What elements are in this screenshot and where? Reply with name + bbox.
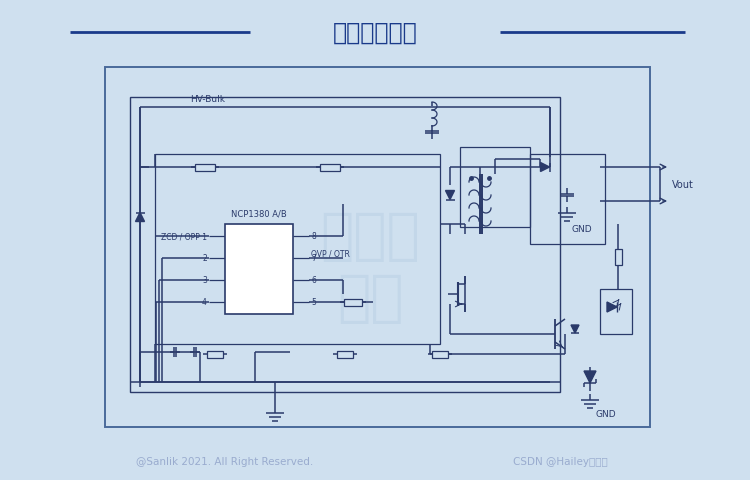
Text: CSDN @Hailey深力科: CSDN @Hailey深力科 [513, 456, 608, 466]
Text: 8: 8 [311, 232, 316, 241]
Text: ZCD / OPP 1: ZCD / OPP 1 [161, 232, 207, 241]
Text: 6: 6 [311, 276, 316, 285]
Bar [337, 351, 353, 358]
Text: 典型应用电路: 典型应用电路 [333, 21, 417, 45]
Text: OVP / OTR: OVP / OTR [311, 250, 350, 258]
Text: Vout: Vout [672, 180, 694, 190]
Bar [130, 98, 560, 392]
Bar [155, 155, 440, 344]
Text: 2: 2 [202, 254, 207, 263]
Bar [207, 351, 223, 358]
Polygon shape [571, 325, 579, 333]
Text: HV-Bulk: HV-Bulk [190, 95, 225, 104]
Polygon shape [541, 163, 550, 172]
Bar [105, 68, 650, 427]
Polygon shape [446, 191, 454, 200]
Polygon shape [584, 371, 596, 383]
Bar [460, 148, 530, 228]
Text: 4: 4 [202, 298, 207, 307]
Bar [614, 250, 622, 265]
Text: NCP1380 A/B: NCP1380 A/B [231, 210, 286, 218]
Text: 5: 5 [311, 298, 316, 307]
Text: GND: GND [596, 409, 616, 418]
Bar [320, 164, 340, 171]
Polygon shape [136, 213, 145, 222]
Bar [432, 351, 448, 358]
Text: @Sanlik 2021. All Right Reserved.: @Sanlik 2021. All Right Reserved. [136, 456, 314, 466]
Text: 3: 3 [202, 276, 207, 285]
Bar [600, 289, 632, 334]
Polygon shape [607, 302, 617, 312]
Bar [530, 155, 605, 244]
Text: GND: GND [572, 225, 592, 233]
Text: 7: 7 [311, 254, 316, 263]
Bar [195, 164, 215, 171]
Bar [225, 225, 293, 314]
Bar [344, 299, 362, 306]
Text: 深力科
电子: 深力科 电子 [320, 209, 420, 325]
